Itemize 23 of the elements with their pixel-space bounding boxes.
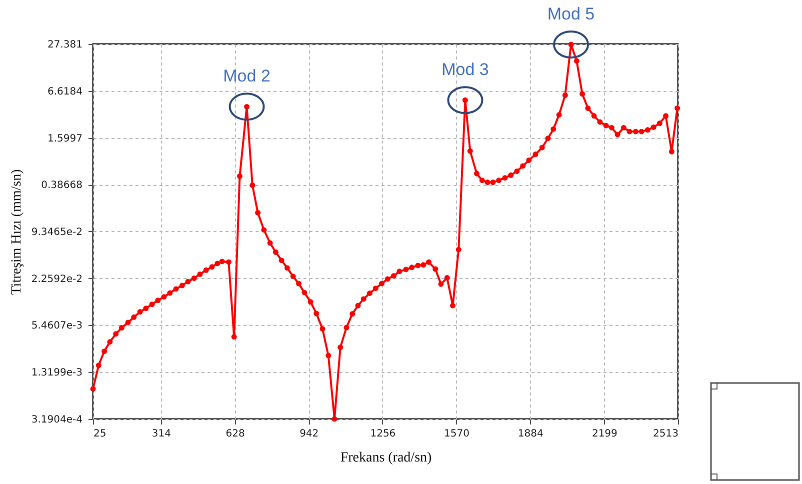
x-tick-label: 1570 [444,428,470,440]
y-tick-label: 3.1904e-4 [31,414,82,426]
annotation: Mod 5 [547,4,595,24]
x-tick-label: 942 [300,428,319,440]
x-tick-label: 25 [94,428,106,440]
x-axis-title: Frekans (rad/sn) [340,450,432,466]
annotation: Mod 2 [223,66,270,86]
annotation: Mod 3 [442,60,489,80]
y-tick-label: 5.4607e-3 [31,320,82,332]
x-tick-label: 314 [152,428,171,440]
x-tick-label: 2513 [653,428,678,440]
y-tick-label: 27.381 [48,40,82,50]
y-tick-label: 9.3465e-2 [31,227,82,238]
y-tick-label: 2.2592e-2 [31,274,82,285]
y-tick-label: 1.3199e-3 [31,368,82,379]
y-tick-label: 6.6184 [48,86,82,98]
y-tick-label: 0.38668 [41,180,82,192]
x-tick-label: 1256 [370,428,396,440]
y-tick-label: 1.5997 [48,133,82,144]
y-axis-title: Titreşim Hızı (mm/sn) [9,168,24,295]
x-tick-label: 628 [226,428,245,440]
x-tick-label: 1884 [518,428,544,440]
x-tick-label: 2199 [592,428,618,440]
